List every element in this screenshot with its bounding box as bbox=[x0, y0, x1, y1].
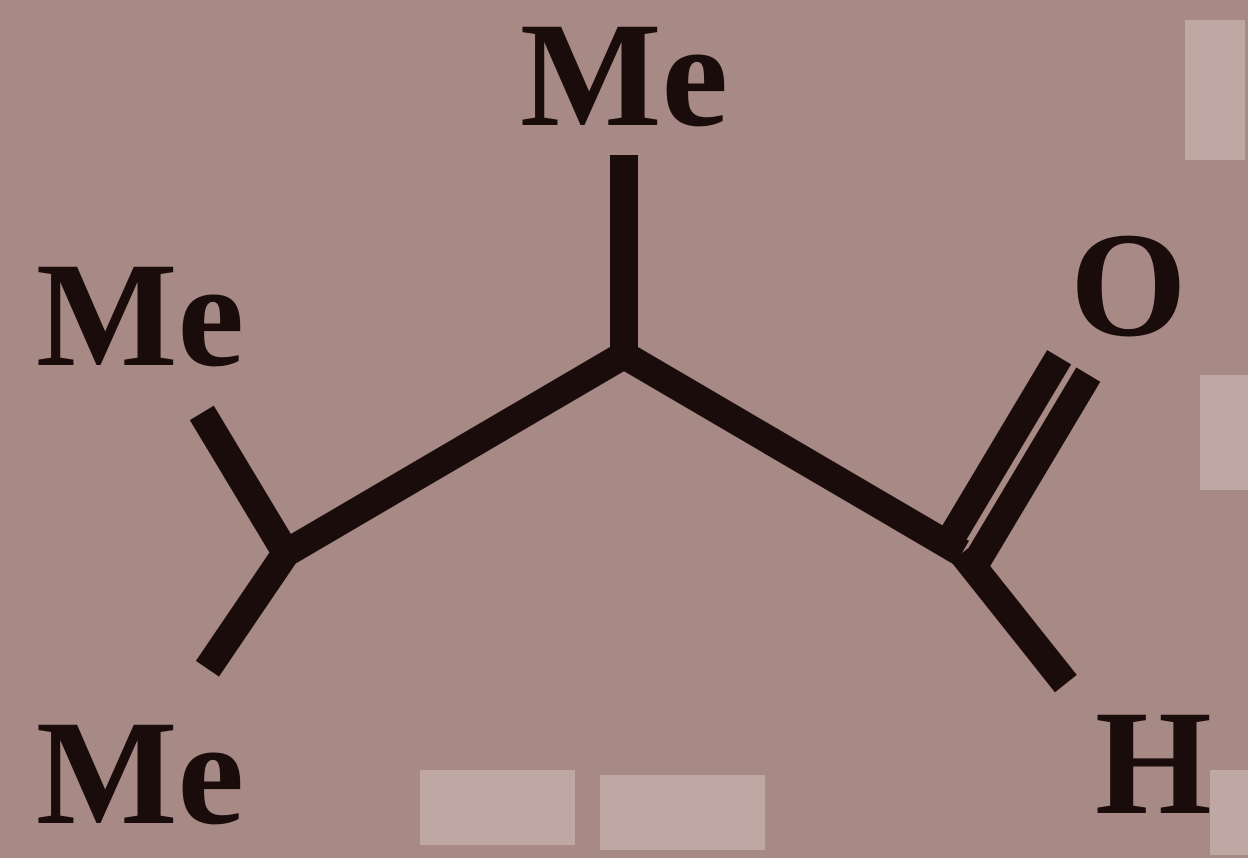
atom-label-Me_ul: Me bbox=[36, 232, 244, 398]
scan-noise-rect bbox=[1200, 375, 1248, 490]
molecule-diagram: O H Me Me Me bbox=[0, 0, 1248, 858]
scan-noise-rect bbox=[600, 775, 765, 850]
scan-noise-rect bbox=[1210, 770, 1248, 855]
atom-label-H: H bbox=[1095, 680, 1212, 846]
atom-label-Me_ll: Me bbox=[36, 690, 244, 856]
atom-label-Me_top: Me bbox=[520, 0, 728, 158]
scan-noise-rect bbox=[420, 770, 575, 845]
atom-label-O: O bbox=[1070, 202, 1187, 368]
scan-noise-rect bbox=[1185, 20, 1245, 160]
